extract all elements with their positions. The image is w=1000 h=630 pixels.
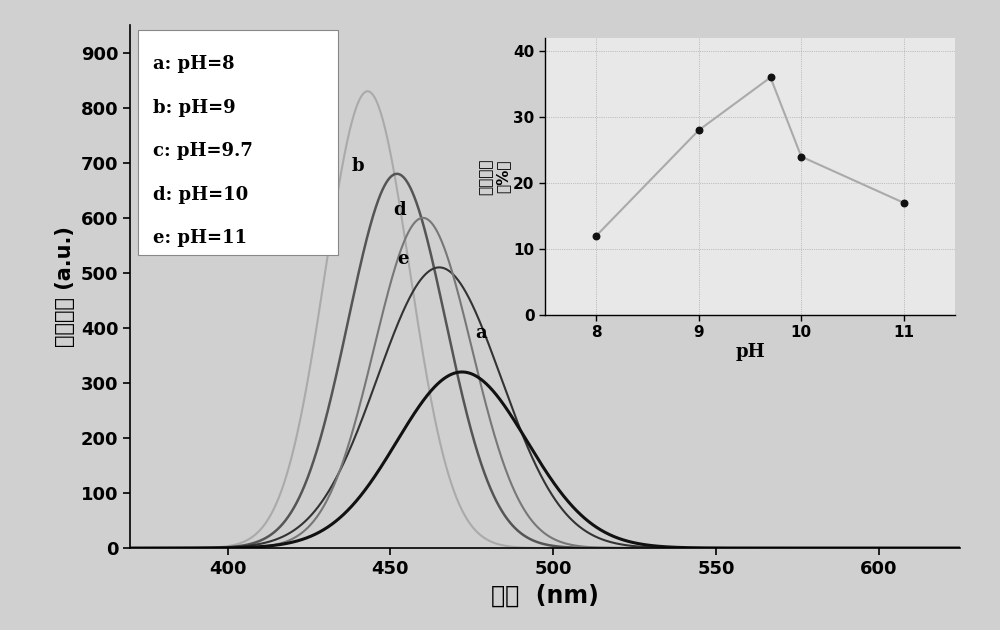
Point — [691, 125, 707, 135]
Text: a: a — [475, 324, 487, 343]
Text: c: c — [325, 74, 336, 92]
Point — [762, 72, 778, 83]
Text: e: pH=11: e: pH=11 — [153, 229, 247, 247]
X-axis label: pH: pH — [735, 343, 765, 361]
FancyBboxPatch shape — [138, 30, 338, 255]
X-axis label: 波长  (nm): 波长 (nm) — [491, 583, 599, 607]
Text: b: b — [351, 157, 364, 175]
Y-axis label: 荧光强度 (a.u.): 荧光强度 (a.u.) — [55, 226, 75, 347]
Text: d: pH=10: d: pH=10 — [153, 186, 248, 203]
Point — [588, 231, 604, 241]
Point — [793, 152, 809, 162]
Y-axis label: 量子产率
（%）: 量子产率 （%） — [478, 158, 510, 195]
Point — [896, 198, 912, 208]
Text: d: d — [394, 200, 406, 219]
Text: a: pH=8: a: pH=8 — [153, 55, 235, 74]
Text: b: pH=9: b: pH=9 — [153, 99, 236, 117]
Text: c: pH=9.7: c: pH=9.7 — [153, 142, 253, 160]
Text: e: e — [397, 250, 408, 268]
